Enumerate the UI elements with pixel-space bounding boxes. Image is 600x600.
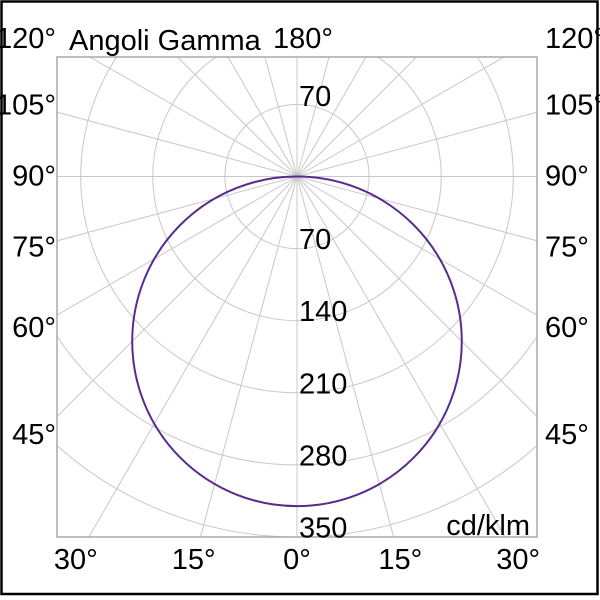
angle-tick-label-right: 120° bbox=[545, 23, 600, 55]
angle-tick-label-left: 120° bbox=[0, 23, 56, 55]
radial-tick-label: 140 bbox=[299, 296, 347, 328]
angle-tick-label-top: 180° bbox=[273, 23, 333, 55]
angle-grid-spoke bbox=[296, 176, 537, 418]
angle-grid-spoke bbox=[296, 176, 506, 537]
angle-grid-spoke bbox=[88, 176, 298, 537]
angle-grid-spoke bbox=[176, 57, 298, 177]
radial-tick-label: 280 bbox=[299, 440, 347, 472]
axis-labels: 120° 120° 105° 105° 90° 90° 75° 75° 60° 60° 45° 45°… bbox=[0, 23, 600, 576]
angle-grid-spoke bbox=[296, 176, 395, 537]
angle-grid-spoke bbox=[296, 57, 367, 177]
intensity-curve bbox=[131, 175, 463, 508]
angle-tick-label-bottom: 30° bbox=[54, 544, 98, 576]
angle-grid-spoke bbox=[296, 57, 505, 177]
angle-tick-label-bottom: 30° bbox=[496, 544, 540, 576]
angle-tick-label-bottom: 0° bbox=[283, 544, 311, 576]
angle-grid-spoke bbox=[57, 176, 298, 316]
plot-border bbox=[56, 56, 538, 538]
angle-tick-label-left: 75° bbox=[12, 232, 56, 264]
angle-tick-label-left: 45° bbox=[12, 419, 56, 451]
angle-grid-spoke bbox=[296, 57, 418, 177]
chart-title: Angoli Gamma bbox=[69, 25, 262, 57]
radial-tick-label: 70 bbox=[299, 224, 331, 256]
angle-tick-label-bottom: 15° bbox=[378, 544, 422, 576]
angle-tick-label-right: 90° bbox=[545, 161, 589, 193]
radial-tick-label: 350 bbox=[299, 513, 347, 545]
angle-tick-label-right: 105° bbox=[545, 89, 600, 121]
curve-layer bbox=[131, 175, 463, 508]
radial-tick-label: 210 bbox=[299, 368, 347, 400]
angle-grid-spoke bbox=[89, 57, 298, 177]
angle-grid-spoke bbox=[57, 111, 298, 177]
angle-tick-label-right: 75° bbox=[545, 232, 589, 264]
angle-grid-spoke bbox=[57, 176, 298, 418]
angle-tick-label-right: 45° bbox=[545, 419, 589, 451]
angle-tick-label-right: 60° bbox=[545, 312, 589, 344]
radial-units-label: cd/klm bbox=[446, 510, 530, 542]
angle-grid-spoke bbox=[199, 176, 298, 537]
angle-grid-spoke bbox=[227, 57, 298, 177]
angle-grid-spoke bbox=[296, 176, 537, 316]
angle-grid-spoke bbox=[296, 176, 537, 242]
angle-tick-label-left: 60° bbox=[12, 312, 56, 344]
angle-grid-spoke bbox=[264, 57, 298, 177]
radial-tick-label-upper: 70 bbox=[299, 81, 331, 113]
angle-grid-spoke bbox=[57, 176, 298, 242]
angle-tick-label-bottom: 15° bbox=[172, 544, 216, 576]
angle-grid-spoke bbox=[296, 57, 330, 177]
angle-grid-spoke bbox=[296, 111, 537, 177]
angle-tick-label-left: 105° bbox=[0, 89, 56, 121]
angle-tick-label-left: 90° bbox=[12, 161, 56, 193]
